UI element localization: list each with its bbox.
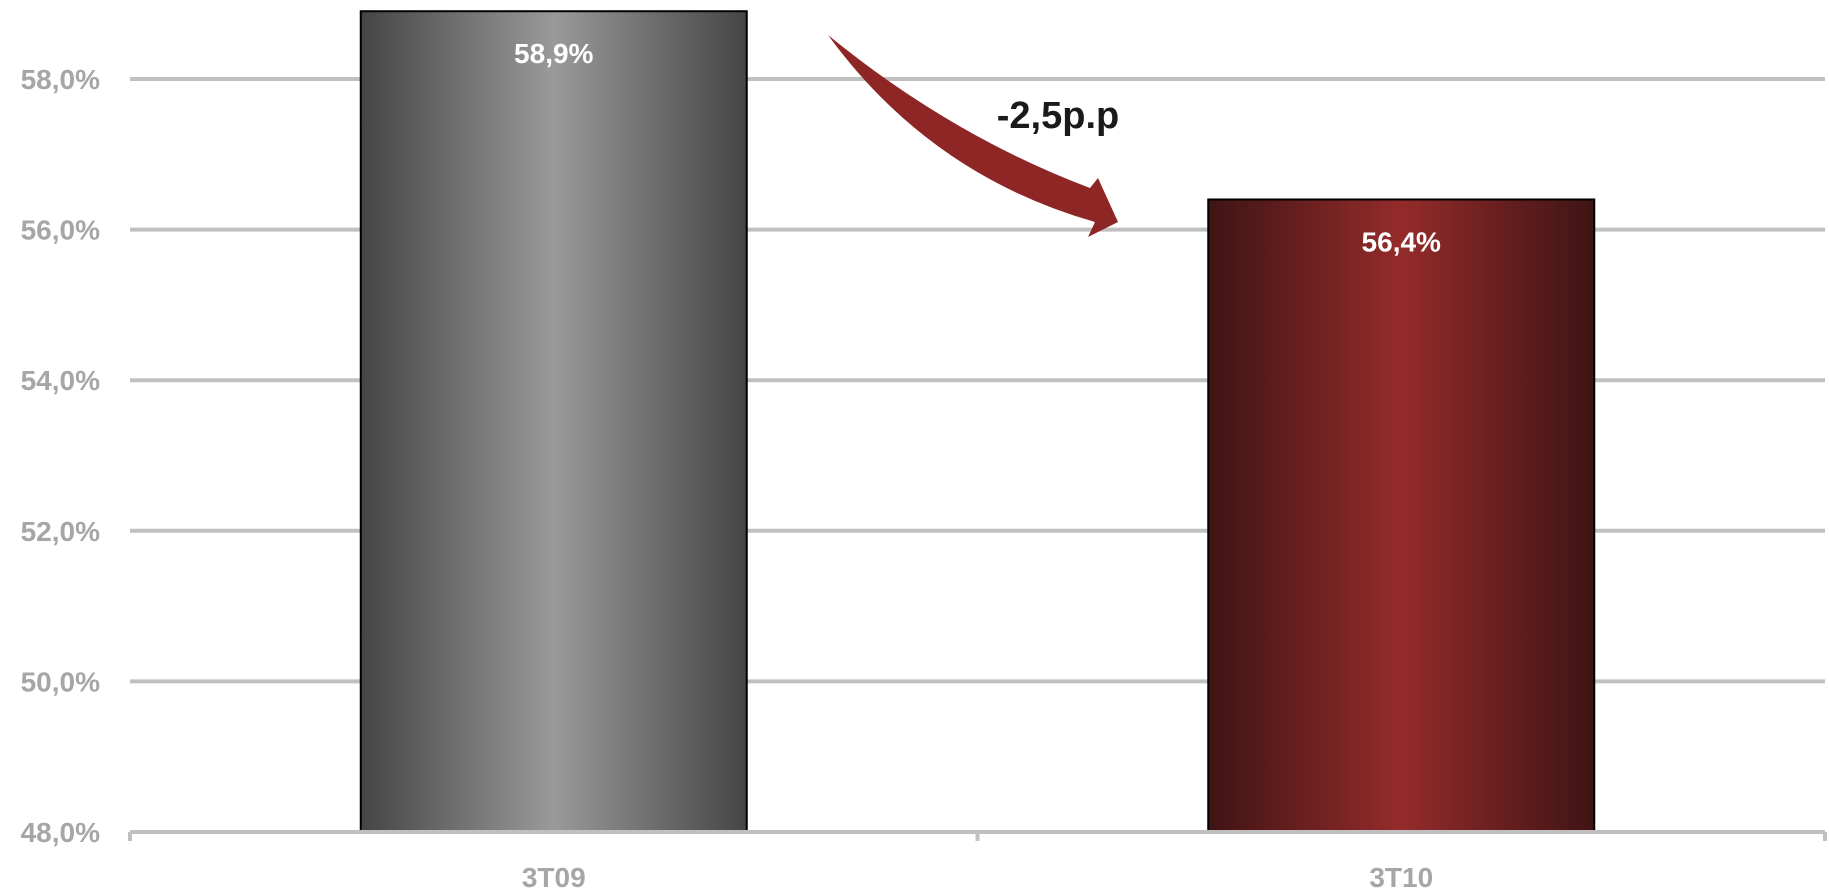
y-tick-label: 58,0% (21, 64, 100, 95)
bar-3T10 (1207, 198, 1596, 834)
change-annotation: -2,5p.p (828, 35, 1119, 237)
change-annotation-label: -2,5p.p (997, 95, 1119, 137)
x-axis-category-labels: 3T09 3T10 (522, 862, 1433, 893)
x-axis (128, 830, 1827, 841)
y-tick-label: 48,0% (21, 817, 100, 848)
bar-value-label: 56,4% (1362, 226, 1441, 257)
bars: 58,9% 56,4% (359, 10, 1596, 834)
y-axis-tick-labels: 48,0% 50,0% 52,0% 54,0% 56,0% 58,0% (21, 64, 100, 848)
y-tick-label: 50,0% (21, 666, 100, 697)
y-tick-label: 56,0% (21, 215, 100, 246)
x-category-label: 3T09 (522, 862, 586, 893)
y-tick-label: 54,0% (21, 365, 100, 396)
x-category-label: 3T10 (1369, 862, 1433, 893)
y-tick-label: 52,0% (21, 516, 100, 547)
bar-value-label: 58,9% (514, 38, 593, 69)
change-arrow-icon (828, 35, 1118, 237)
bar-3T09 (359, 10, 748, 834)
